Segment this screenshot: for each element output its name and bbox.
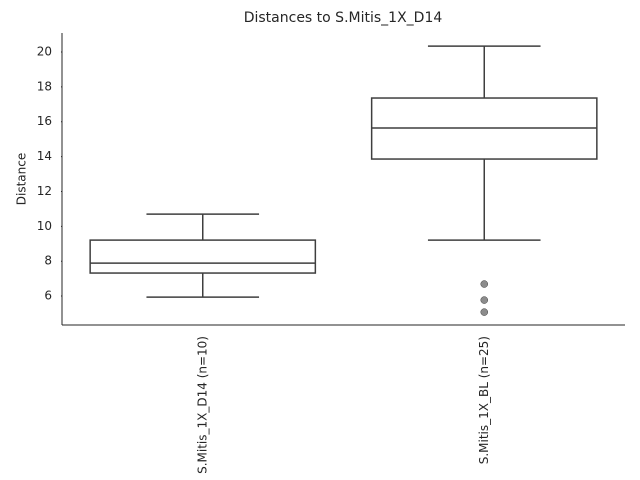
outlier <box>480 308 488 316</box>
y-tick-label: 14 <box>37 149 52 163</box>
y-tick-label: 16 <box>37 114 52 128</box>
x-tick-label: S.Mitis_1X_D14 (n=10) <box>195 336 209 474</box>
y-axis-label: Distance <box>15 153 29 205</box>
y-tick-label: 10 <box>37 219 52 233</box>
y-tick-label: 18 <box>37 79 52 93</box>
chart-title: Distances to S.Mitis_1X_D14 <box>244 10 443 26</box>
box <box>89 239 317 274</box>
x-tick-label: S.Mitis_1X_BL (n=25) <box>477 336 491 464</box>
y-tick-label: 6 <box>44 289 52 303</box>
y-tick-label: 12 <box>37 184 52 198</box>
outlier <box>480 296 488 304</box>
y-tick-label: 8 <box>44 254 52 268</box>
outlier <box>480 280 488 288</box>
y-tick-label: 20 <box>37 45 52 59</box>
